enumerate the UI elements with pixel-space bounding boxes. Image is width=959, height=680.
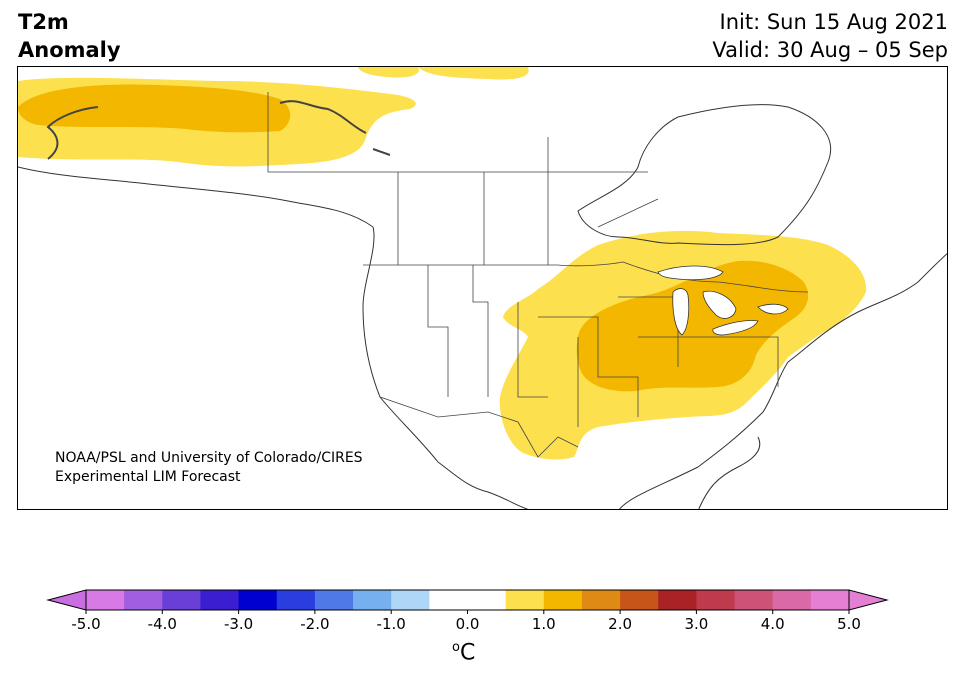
colorbar-segment <box>620 590 659 610</box>
forecast-dates: Init: Sun 15 Aug 2021 Valid: 30 Aug – 05… <box>712 8 948 64</box>
colorbar-segment <box>543 590 583 610</box>
colorbar-segment <box>314 590 354 610</box>
anomaly-core-alaska <box>18 84 291 133</box>
coastlines <box>18 104 947 509</box>
colorbar-segment <box>658 590 697 610</box>
valid-date: Valid: 30 Aug – 05 Sep <box>712 38 948 62</box>
colorbar-segment <box>276 590 316 610</box>
colorbar-segment <box>772 590 812 610</box>
colorbar-segment <box>581 590 621 610</box>
title-variable-line2: Anomaly <box>18 38 121 62</box>
colorbar-tick-label: 0.0 <box>456 615 480 633</box>
colorbar-segment <box>200 590 240 610</box>
colorbar-segment <box>391 590 430 610</box>
colorbar-segment <box>696 590 736 610</box>
colorbar-segment <box>810 590 850 610</box>
colorbar-tick-label: -5.0 <box>71 615 100 633</box>
init-date: Init: Sun 15 Aug 2021 <box>719 10 948 34</box>
colorbar-unit-label: oC <box>452 640 475 665</box>
colorbar-tick-label: -2.0 <box>300 615 329 633</box>
colorbar-tick-label: 3.0 <box>684 615 708 633</box>
anomaly-core-east <box>576 260 809 392</box>
anomaly-area-north <box>358 67 529 80</box>
colorbar-tick-label: -1.0 <box>377 615 406 633</box>
rivers <box>46 100 391 160</box>
colorbar-segment <box>124 590 163 610</box>
unit-celsius: C <box>459 640 476 666</box>
colorbar-tick-label: 4.0 <box>761 615 785 633</box>
colorbar-extend-low <box>46 589 87 611</box>
colorbar-canvas: -5.0 -4.0 -3.0 -2.0 -1.0 0.0 1.0 2.0 3.0 4.0 5.0 <box>46 589 889 633</box>
colorbar-segment <box>505 590 545 610</box>
great-lakes <box>657 265 789 336</box>
title-variable-line1: T2m <box>18 10 69 34</box>
map-title: T2m Anomaly <box>18 8 121 64</box>
colorbar-segment <box>162 590 201 610</box>
anomaly-map <box>17 66 948 510</box>
colorbar-segment <box>238 590 278 610</box>
colorbar-segment <box>86 590 125 610</box>
colorbar-segment <box>734 590 774 610</box>
colorbar-extend-high <box>848 589 889 611</box>
colorbar-tick-label: -3.0 <box>224 615 253 633</box>
colorbar-tick-label: 2.0 <box>608 615 632 633</box>
map-canvas <box>18 67 947 509</box>
credit-line2: Experimental LIM Forecast <box>55 469 241 485</box>
colorbar-segment <box>467 590 507 610</box>
colorbar-tick-label: -4.0 <box>148 615 177 633</box>
colorbar-tick-label: 1.0 <box>532 615 556 633</box>
credit-text: NOAA/PSL and University of Colorado/CIRE… <box>55 449 363 487</box>
credit-line1: NOAA/PSL and University of Colorado/CIRE… <box>55 450 363 466</box>
political-boundaries <box>267 92 809 458</box>
colorbar-segment <box>429 590 468 610</box>
colorbar-segment <box>353 590 392 610</box>
colorbar-tick-label: 5.0 <box>837 615 861 633</box>
colorbar: -5.0 -4.0 -3.0 -2.0 -1.0 0.0 1.0 2.0 3.0 4.0 5.0 <box>46 589 896 639</box>
unit-degree-superscript: o <box>452 640 460 655</box>
